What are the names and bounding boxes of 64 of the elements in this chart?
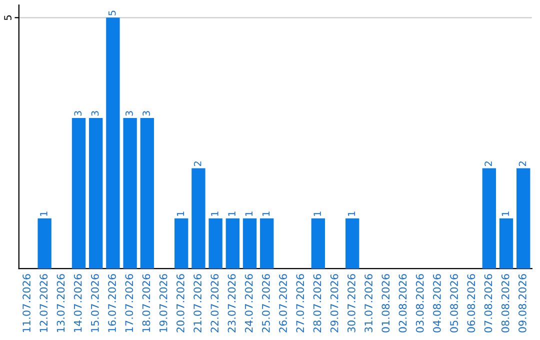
x-tick-label: 23.07.2026 (228, 274, 236, 332)
x-tick-label: 20.07.2026 (176, 274, 184, 332)
x-tick-label: 01.08.2026 (382, 274, 390, 332)
x-tick-label: 07.08.2026 (484, 274, 492, 332)
x-tick-label: 06.08.2026 (467, 274, 476, 332)
bar (311, 218, 325, 269)
data-label: 3 (91, 111, 99, 116)
data-label: 3 (74, 111, 82, 116)
x-tick-label: 17.07.2026 (125, 274, 134, 332)
bar (226, 218, 240, 269)
data-label: 1 (40, 212, 48, 216)
bar (208, 218, 222, 269)
bar (192, 168, 206, 269)
data-label: 3 (126, 111, 133, 116)
x-tick-label: 19.07.2026 (159, 274, 168, 332)
data-label: 1 (314, 212, 321, 216)
x-tick-label: 28.07.2026 (313, 274, 322, 332)
x-tick-label: 13.07.2026 (56, 274, 65, 332)
bar (516, 168, 530, 269)
bar (72, 118, 86, 269)
bar (242, 218, 257, 269)
bar (106, 18, 120, 269)
x-tick-label: 09.08.2026 (518, 274, 526, 332)
x-tick-label: 22.07.2026 (210, 274, 219, 332)
data-label: 3 (142, 111, 150, 116)
x-tick-label: 21.07.2026 (194, 274, 202, 332)
data-label: 1 (348, 212, 356, 216)
bar (260, 218, 274, 269)
x-tick-label: 24.07.2026 (244, 274, 253, 332)
bar (482, 168, 496, 269)
data-label: 1 (228, 212, 236, 216)
data-label: 1 (211, 212, 218, 216)
x-tick-label: 27.07.2026 (296, 274, 304, 332)
x-tick-label: 18.07.2026 (142, 274, 150, 332)
data-label: 2 (194, 162, 202, 166)
data-label: 1 (176, 212, 184, 216)
x-tick-label: 05.08.2026 (450, 274, 458, 332)
data-label: 5 (108, 10, 116, 16)
x-tick-label: 26.07.2026 (279, 274, 287, 332)
x-tick-label: 02.08.2026 (398, 274, 407, 332)
x-tick-label: 03.08.2026 (416, 274, 424, 332)
bar (140, 118, 154, 269)
data-label: 1 (245, 212, 252, 216)
x-tick-label: 16.07.2026 (108, 274, 116, 332)
x-tick-label: 04.08.2026 (432, 274, 441, 332)
x-tick-label: 29.07.2026 (330, 274, 338, 332)
data-label: 1 (262, 212, 270, 216)
bar (89, 118, 103, 269)
x-tick-label: 25.07.2026 (262, 274, 270, 332)
x-tick-label: 31.07.2026 (364, 274, 372, 332)
x-tick-label: 08.08.2026 (501, 274, 510, 332)
data-label: 1 (502, 212, 509, 216)
x-tick-label: 12.07.2026 (40, 274, 48, 332)
x-tick-label: 30.07.2026 (347, 274, 356, 332)
x-tick-label: 14.07.2026 (74, 274, 82, 332)
bar (346, 218, 360, 269)
bar (499, 218, 514, 269)
bar (38, 218, 52, 269)
data-label: 2 (484, 162, 492, 166)
data-label: 2 (518, 162, 526, 166)
x-tick-label: 11.07.2026 (22, 274, 30, 332)
x-tick-label: 15.07.2026 (90, 274, 99, 332)
bar (123, 118, 137, 269)
bar (174, 218, 188, 269)
